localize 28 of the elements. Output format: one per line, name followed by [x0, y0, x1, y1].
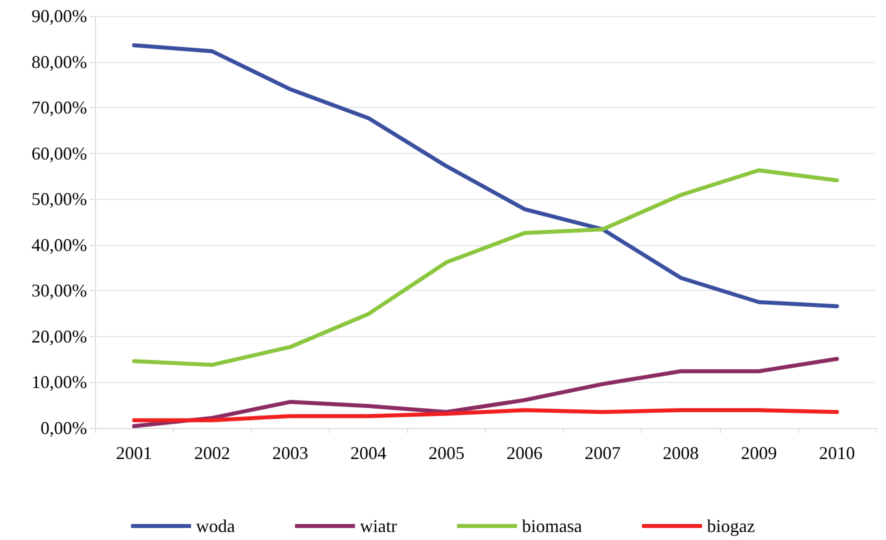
y-tick-label: 0,00%	[40, 418, 87, 438]
line-series	[132, 168, 839, 367]
legend-label: biomasa	[522, 516, 582, 536]
y-tick-label: 40,00%	[32, 234, 87, 255]
line-series	[132, 356, 839, 428]
y-tick-label: 80,00%	[32, 52, 87, 72]
x-tick-label: 2010	[818, 443, 855, 463]
y-tick-label: 10,00%	[32, 372, 87, 392]
y-tick-label: 90,00%	[32, 6, 87, 26]
x-tick-label: 2007	[584, 443, 621, 463]
line-series	[132, 43, 839, 308]
line-series	[132, 408, 839, 422]
x-tick-label: 2001	[116, 443, 152, 463]
x-tick-label: 2002	[194, 443, 230, 463]
x-tick-label: 2005	[428, 443, 464, 463]
y-tick-label: 70,00%	[32, 98, 87, 118]
x-tick-label: 2008	[662, 443, 699, 463]
legend-label: wiatr	[360, 516, 398, 536]
legend-label: biogaz	[706, 516, 755, 536]
x-tick-label: 2009	[740, 443, 777, 463]
legend-label: woda	[196, 516, 236, 536]
x-tick-label: 2004	[350, 443, 386, 463]
y-tick-label: 30,00%	[32, 280, 87, 301]
x-tick-label: 2003	[272, 443, 308, 463]
x-tick-label: 2006	[506, 443, 543, 463]
y-tick-label: 50,00%	[32, 189, 87, 210]
y-tick-label: 60,00%	[32, 143, 87, 164]
y-tick-label: 20,00%	[32, 326, 87, 346]
